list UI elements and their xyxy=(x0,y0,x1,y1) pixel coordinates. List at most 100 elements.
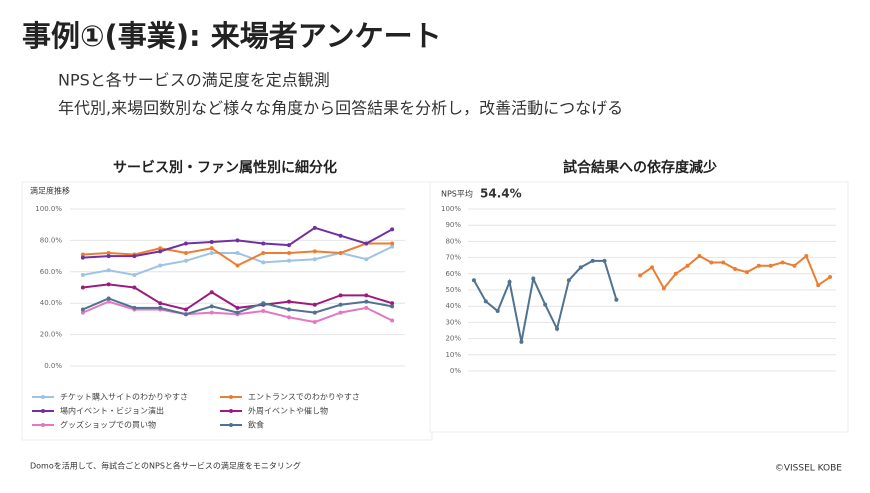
nps-average: 54.4% xyxy=(480,187,522,201)
data-point xyxy=(183,241,188,246)
chart-heading: 試合結果への依存度減少 xyxy=(563,159,717,176)
data-point xyxy=(338,293,343,298)
data-point xyxy=(132,254,137,259)
chart-title: NPS平均 xyxy=(441,189,473,199)
data-point xyxy=(80,272,85,277)
data-point xyxy=(650,265,654,270)
data-point xyxy=(804,253,809,258)
data-point xyxy=(106,250,111,255)
data-point xyxy=(183,312,188,317)
legend-swatch xyxy=(41,409,45,413)
y-tick-label: 60% xyxy=(445,270,461,278)
y-tick-label: 100% xyxy=(441,205,461,213)
data-point xyxy=(338,233,343,238)
data-point xyxy=(756,263,761,268)
legend-swatch xyxy=(41,395,45,399)
subtitle-line: 年代別,来場回数別など様々な角度から回答結果を分析し，改善活動につなげる xyxy=(58,99,623,118)
data-point xyxy=(132,285,137,290)
data-point xyxy=(614,297,619,302)
data-point xyxy=(638,273,643,278)
data-point xyxy=(661,286,666,291)
footer: Domoを活用して、毎試合ごとのNPSと各サービスの満足度をモニタリング xyxy=(30,461,301,471)
y-tick-label: 10% xyxy=(445,351,461,359)
data-point xyxy=(80,307,85,312)
data-point xyxy=(507,279,512,284)
data-point xyxy=(495,309,500,314)
data-point xyxy=(768,263,773,268)
data-point xyxy=(261,301,266,306)
subtitle-line: NPSと各サービスの満足度を定点観測 xyxy=(58,71,330,90)
y-tick-label: 80.0% xyxy=(40,236,63,244)
data-point xyxy=(555,326,560,331)
data-point xyxy=(209,290,214,295)
data-point xyxy=(364,305,369,310)
legend-label: 飲食 xyxy=(248,420,264,430)
data-point xyxy=(685,263,690,268)
data-point xyxy=(158,249,163,254)
data-point xyxy=(183,250,188,255)
legend-swatch xyxy=(229,409,233,413)
data-point xyxy=(471,278,476,283)
data-point xyxy=(312,302,317,307)
data-point xyxy=(209,304,214,309)
data-point xyxy=(709,260,714,265)
legend-label: チケット購入サイトのわかりやすさ xyxy=(60,392,188,402)
data-point xyxy=(531,276,536,281)
y-tick-label: 40% xyxy=(445,302,461,310)
y-tick-label: 30% xyxy=(445,318,461,326)
slide-title: 事例①(事業): 来場者アンケート xyxy=(22,19,442,53)
data-point xyxy=(132,272,137,277)
data-point xyxy=(744,270,749,275)
data-point xyxy=(80,285,85,290)
data-point xyxy=(364,257,369,262)
data-point xyxy=(590,258,595,263)
y-tick-label: 80% xyxy=(445,237,461,245)
y-tick-label: 20.0% xyxy=(40,331,63,339)
data-point xyxy=(287,315,292,320)
data-point xyxy=(364,241,369,246)
data-point xyxy=(816,283,821,288)
data-point xyxy=(106,254,111,259)
data-point xyxy=(338,310,343,315)
data-point xyxy=(287,243,292,248)
data-point xyxy=(287,258,292,263)
data-point xyxy=(733,266,738,271)
data-point xyxy=(158,301,163,306)
data-point xyxy=(697,253,702,258)
data-point xyxy=(390,227,395,232)
data-point xyxy=(364,299,369,304)
chart-title: 満足度推移 xyxy=(30,186,70,196)
y-tick-label: 0% xyxy=(450,367,461,375)
data-point xyxy=(287,307,292,312)
data-point xyxy=(158,305,163,310)
data-point xyxy=(780,260,785,265)
legend-label: グッズショップでの買い物 xyxy=(60,420,156,430)
data-point xyxy=(483,299,488,304)
data-point xyxy=(566,278,571,283)
data-point xyxy=(235,238,240,243)
data-point xyxy=(312,310,317,315)
y-tick-label: 100.0% xyxy=(35,205,62,213)
data-point xyxy=(261,309,266,314)
legend-swatch xyxy=(41,423,45,427)
data-point xyxy=(390,244,395,249)
data-point xyxy=(543,302,548,307)
data-point xyxy=(312,257,317,262)
copyright: ©VISSEL KOBE xyxy=(775,464,842,474)
data-point xyxy=(261,250,266,255)
data-point xyxy=(80,310,85,315)
data-point xyxy=(132,305,137,310)
legend-swatch xyxy=(229,395,233,399)
data-point xyxy=(80,252,85,257)
data-point xyxy=(312,249,317,254)
legend-label: 外周イベントや催し物 xyxy=(248,406,328,416)
data-point xyxy=(235,263,240,268)
data-point xyxy=(235,250,240,255)
legend-label: エントランスでのわかりやすさ xyxy=(248,393,360,402)
data-point xyxy=(338,250,343,255)
legend-label: 場内イベント・ビジョン演出 xyxy=(60,406,164,416)
data-point xyxy=(338,302,343,307)
data-point xyxy=(106,282,111,287)
data-point xyxy=(828,275,833,280)
